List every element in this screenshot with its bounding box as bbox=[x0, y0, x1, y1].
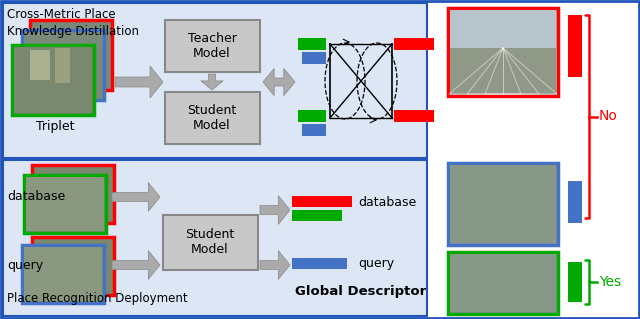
Bar bbox=[450, 48, 556, 94]
Text: Yes: Yes bbox=[599, 275, 621, 289]
Text: No: No bbox=[599, 109, 618, 123]
Text: Teacher
Model: Teacher Model bbox=[188, 32, 236, 60]
Bar bbox=[292, 258, 347, 269]
Bar bbox=[163, 215, 258, 270]
Bar bbox=[568, 262, 582, 302]
Text: query: query bbox=[7, 258, 43, 271]
Bar bbox=[3, 160, 427, 316]
Bar bbox=[30, 20, 112, 90]
Text: Student
Model: Student Model bbox=[188, 104, 237, 132]
Bar bbox=[12, 45, 94, 115]
Bar bbox=[24, 175, 106, 233]
Bar bbox=[394, 38, 434, 50]
Bar bbox=[448, 163, 558, 245]
Bar bbox=[450, 165, 556, 243]
Polygon shape bbox=[201, 74, 223, 90]
Text: Student
Model: Student Model bbox=[186, 228, 235, 256]
Bar bbox=[302, 124, 326, 136]
Bar bbox=[302, 52, 326, 64]
Bar bbox=[292, 196, 352, 207]
Text: Cross-Metric Place
Knowledge Distillation: Cross-Metric Place Knowledge Distillatio… bbox=[7, 8, 139, 38]
Polygon shape bbox=[260, 196, 290, 224]
Bar bbox=[448, 8, 558, 96]
Text: database: database bbox=[7, 190, 65, 204]
Bar bbox=[292, 210, 342, 221]
Bar bbox=[450, 254, 556, 312]
Bar bbox=[14, 47, 92, 113]
Text: database: database bbox=[358, 197, 416, 210]
Bar bbox=[568, 15, 582, 77]
Bar bbox=[450, 10, 556, 48]
Bar bbox=[22, 30, 104, 100]
Text: Global Descriptor: Global Descriptor bbox=[295, 285, 426, 298]
Bar bbox=[32, 237, 114, 295]
Bar bbox=[298, 110, 326, 122]
Bar bbox=[32, 165, 114, 223]
Bar bbox=[448, 252, 558, 314]
Bar bbox=[298, 38, 326, 50]
Bar bbox=[30, 50, 50, 80]
Text: Triplet: Triplet bbox=[36, 120, 74, 133]
Bar bbox=[26, 177, 104, 231]
Bar bbox=[3, 3, 427, 158]
Bar bbox=[394, 110, 434, 122]
Bar bbox=[55, 48, 70, 83]
Bar bbox=[22, 245, 104, 303]
Bar bbox=[568, 181, 582, 223]
Bar bbox=[24, 247, 102, 301]
Text: Place Recognition Deployment: Place Recognition Deployment bbox=[7, 292, 188, 305]
Bar bbox=[165, 20, 260, 72]
Polygon shape bbox=[263, 68, 295, 96]
Polygon shape bbox=[112, 182, 160, 211]
Polygon shape bbox=[260, 251, 290, 279]
Text: query: query bbox=[358, 256, 394, 270]
Polygon shape bbox=[115, 66, 163, 98]
Polygon shape bbox=[112, 251, 160, 279]
Bar bbox=[165, 92, 260, 144]
